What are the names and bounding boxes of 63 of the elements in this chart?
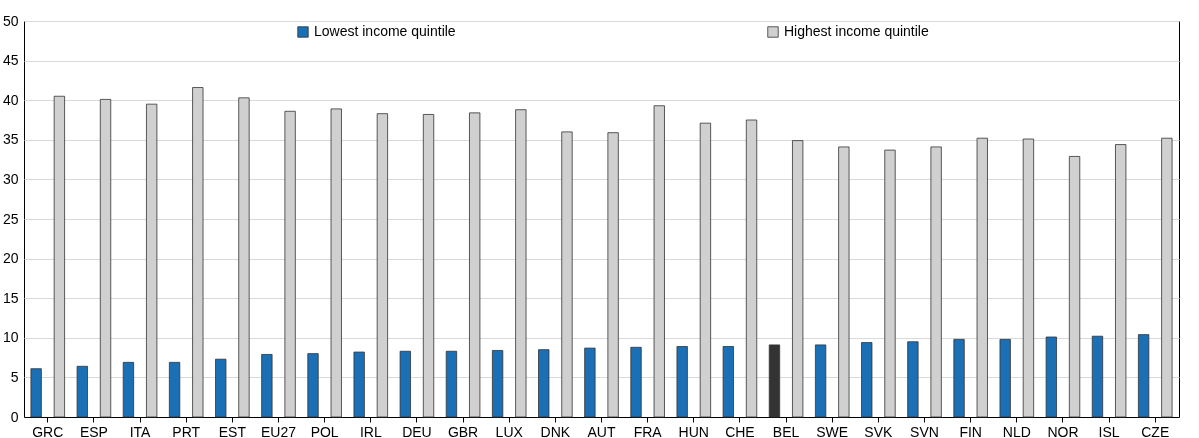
- x-tick-label: BEL: [772, 423, 800, 438]
- y-tick-label: 0: [10, 408, 19, 425]
- x-tick-label: ITA: [129, 423, 152, 438]
- bar: [953, 338, 965, 418]
- x-tick-label: EST: [218, 423, 247, 438]
- y-tick-label: 45: [2, 52, 19, 69]
- x-tick-label: DNK: [540, 423, 571, 438]
- y-tick-label: 15: [2, 289, 19, 306]
- x-tick-label: FIN: [959, 423, 982, 438]
- x-tick-label: SWE: [816, 423, 849, 438]
- y-tick-label: 5: [10, 368, 19, 385]
- bar: [584, 347, 596, 418]
- bar: [907, 341, 919, 418]
- legend-label: Highest income quintile: [784, 23, 929, 39]
- x-tick-label: GBR: [447, 423, 479, 438]
- x-tick-label: NOR: [1047, 423, 1079, 438]
- bar: [1137, 334, 1150, 418]
- x-tick-label: ISL: [1098, 423, 1120, 438]
- x-tick-label: PRT: [172, 423, 201, 438]
- x-tick-label: GRC: [32, 423, 64, 438]
- x-tick-label: LUX: [495, 423, 524, 438]
- x-tick-label: POL: [310, 423, 339, 438]
- x-tick-label: DEU: [402, 423, 432, 438]
- bar: [122, 361, 135, 418]
- bar: [768, 344, 781, 418]
- y-tick-label: 35: [2, 131, 19, 148]
- bar: [353, 351, 365, 418]
- y-tick-label: 10: [2, 329, 19, 346]
- x-tick-label: SVK: [864, 423, 894, 438]
- x-tick-label: AUT: [587, 423, 616, 438]
- y-tick-label: 20: [2, 250, 19, 267]
- x-tick-label: HUN: [678, 423, 709, 438]
- bar: [445, 350, 458, 418]
- y-tick-label: 40: [2, 91, 19, 108]
- bar: [1091, 335, 1104, 418]
- legend-label: Lowest income quintile: [314, 23, 456, 39]
- x-tick-label: CZE: [1141, 423, 1170, 438]
- bar: [399, 350, 411, 418]
- x-tick-label: NLD: [1002, 423, 1031, 438]
- bar: [30, 368, 42, 418]
- bar: [676, 346, 688, 418]
- bar: [76, 365, 88, 418]
- bar: [215, 358, 227, 418]
- bar: [630, 346, 642, 418]
- x-tick-label: IRL: [359, 423, 382, 438]
- y-tick-label: 50: [2, 12, 19, 29]
- bar: [861, 342, 873, 418]
- bar: [261, 354, 273, 418]
- y-tick-label: 25: [2, 210, 19, 227]
- y-tick-label: 30: [2, 170, 19, 187]
- x-tick-label: SVN: [910, 423, 939, 438]
- bar: [538, 349, 550, 418]
- x-tick-label: EU27: [260, 423, 297, 438]
- bar: [307, 353, 319, 418]
- bar: [491, 350, 504, 418]
- bar: [999, 338, 1011, 418]
- bar: [168, 361, 181, 418]
- x-tick-label: FRA: [633, 423, 663, 438]
- bar: [1045, 336, 1057, 418]
- x-tick-label: CHE: [725, 423, 755, 438]
- bar: [722, 346, 734, 418]
- bar: [814, 344, 827, 418]
- x-tick-label: ESP: [79, 423, 108, 438]
